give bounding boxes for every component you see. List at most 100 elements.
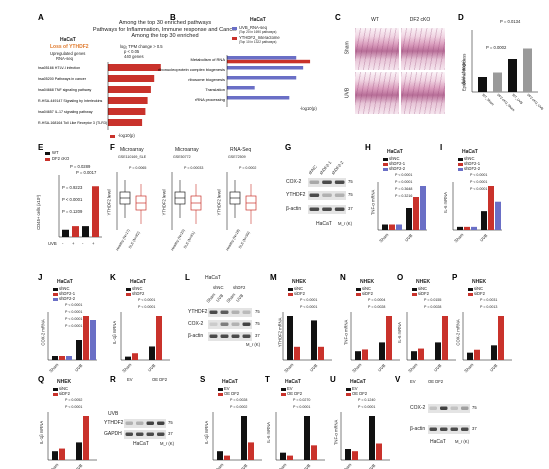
blot-band <box>334 207 345 211</box>
panel_u-legend-swatch <box>346 388 351 391</box>
panel_h-ylabel: TNF-α mRNA <box>370 189 376 216</box>
micrograph-cko-sham <box>401 28 445 70</box>
panel-label-v: V <box>395 375 401 384</box>
panel_h-bar <box>382 224 388 230</box>
panel-label-m: M <box>270 273 277 282</box>
panel_p-ylabel: COX-2 mRNA <box>455 319 461 346</box>
panel-g-lane2: shDF2-1 <box>318 160 333 176</box>
panel-a-bar <box>108 108 146 115</box>
panel-label-e: E <box>38 143 44 152</box>
panel-c-col2: DF2 cKO <box>409 17 431 23</box>
panel-v-band2: β-actin <box>410 426 426 432</box>
panel-label-j: J <box>38 273 43 282</box>
panel_h-x0: Sham <box>378 232 390 244</box>
panel-f-ylabel: YTHDF2 level <box>106 189 112 216</box>
blot-strip <box>208 332 252 341</box>
panel_j-ylabel: COX-2 mRNA <box>40 319 46 346</box>
panel_s-pval-0: P = 0.0028 <box>230 398 248 402</box>
panel_p-legend-swatch <box>468 293 473 296</box>
panel-l-mw1: 75 <box>255 309 260 314</box>
panel-f-title: RNA-Seq <box>230 147 252 153</box>
blot-band <box>309 180 320 184</box>
panel_i-bar <box>495 201 501 230</box>
blot-band <box>450 406 458 410</box>
panel_q-ylabel: IL-1β mRNA <box>39 420 45 444</box>
panel-b-pathway-label: Translation <box>205 87 225 92</box>
panel-d-bar <box>508 59 517 92</box>
panel_s-bar <box>217 451 223 460</box>
panel-r-mw1: 75 <box>168 420 173 425</box>
panel-label-p: P <box>452 273 458 282</box>
panel_q-legend-swatch <box>53 393 58 396</box>
panel_q-legend-swatch <box>53 388 58 391</box>
panel-l-mw: M_r (K) <box>246 342 260 347</box>
panel-f-boxplot <box>116 172 147 230</box>
blot-band <box>157 421 165 425</box>
panel-e-legend1-swatch <box>45 152 50 155</box>
panel_i-x1: UVB <box>478 232 489 243</box>
panel_m-pval-1: P < 0.0001 <box>300 305 318 309</box>
panel-a-filter1: log₂ TPM change > 0.5 <box>120 44 163 49</box>
panel-a-pathway-label: R-HSA-449147 Signaling by Interleukins <box>38 99 103 103</box>
panel_u-bar <box>345 449 351 460</box>
panel-d-p1: P = 0.0134 <box>500 19 521 24</box>
panel_j-legend-0: shNC <box>59 286 70 291</box>
panel-f-ylabel: YTHDF2 level <box>161 189 167 216</box>
panel_t-ylabel: IL-6 mRNA <box>265 422 271 443</box>
panel_p-bar <box>467 352 473 360</box>
panel_q-cell: NHEK <box>57 379 72 385</box>
panel_p-pval-1: P = 0.0013 <box>480 305 498 309</box>
panel-label-b: B <box>170 13 176 22</box>
blot-band <box>334 193 345 197</box>
panel_m-bar <box>294 346 300 360</box>
panel_t-legend-1: OE DF2 <box>287 391 303 396</box>
panel_m-pval-0: P < 0.0001 <box>300 298 318 302</box>
panel-f-title: Microarray <box>175 147 199 153</box>
panel_n-bar <box>355 351 361 360</box>
blot-band <box>157 432 165 436</box>
panel_h-chart <box>377 182 427 231</box>
blot-band <box>334 180 345 184</box>
panel_k-bar <box>149 346 155 360</box>
panel-r-band2: GAPDH <box>104 431 122 437</box>
panel-e-p3: P = 0.9223 <box>62 185 83 190</box>
blot-strip <box>124 430 166 439</box>
blot-band <box>461 427 469 431</box>
blot-band <box>220 334 229 338</box>
panel-f-pval: P = 0.0065 <box>129 166 147 170</box>
panel-f-x2: SLE (N=61) <box>182 230 196 250</box>
header-line-3: Among the top 30 enriched <box>131 33 199 40</box>
panel_i-legend-2: shDF2-2 <box>464 166 481 171</box>
panel_n-bar <box>379 342 385 360</box>
panel_t-x0: Sham <box>276 462 288 469</box>
panel_h-legend-swatch <box>383 163 388 166</box>
panel-a-pathway-label: R-HSA-168164 Toll Like Receptor 3 (TLR3)… <box>38 121 122 125</box>
panel_p-x1: UVB <box>488 362 499 373</box>
panel_n-legend-swatch <box>356 288 361 291</box>
panel-f-x2: SLE (N=82) <box>127 230 141 250</box>
panel-r-mw: M_r (K) <box>160 441 174 446</box>
blot-strip <box>308 191 346 200</box>
blot-band <box>242 322 251 326</box>
panel_n-legend-1: siDF2 <box>362 291 373 296</box>
panel_i-bar <box>464 226 470 230</box>
panel-label-s: S <box>200 375 206 384</box>
panel-v-group1: EV <box>410 379 416 384</box>
panel_i-legend-1: shDF2-1 <box>464 161 481 166</box>
panel_t-bar <box>280 452 286 460</box>
blot-band <box>309 193 320 197</box>
panel_k-chart <box>120 312 170 361</box>
panel-label-g: G <box>285 143 292 152</box>
panel-label-c: C <box>335 13 341 22</box>
panel-g-lane1: shNC <box>307 164 318 176</box>
panel-a-pathway-label: hsa04657 IL-17 signaling pathway <box>38 110 93 114</box>
panel_j-pval-2: P < 0.0001 <box>65 317 83 321</box>
panel_j-x1: UVB <box>73 362 84 373</box>
blot-band <box>231 310 240 314</box>
panel-a-pathway-label: hsa05166 HTLV-I infection <box>38 66 80 70</box>
panel_u-pval-0: P = 0.1240 <box>358 398 376 402</box>
panel_q-pval-0: P = 0.0052 <box>65 398 83 402</box>
panel-e-bar <box>82 226 89 237</box>
panel-e-p2: P = 0.0017 <box>76 170 97 175</box>
